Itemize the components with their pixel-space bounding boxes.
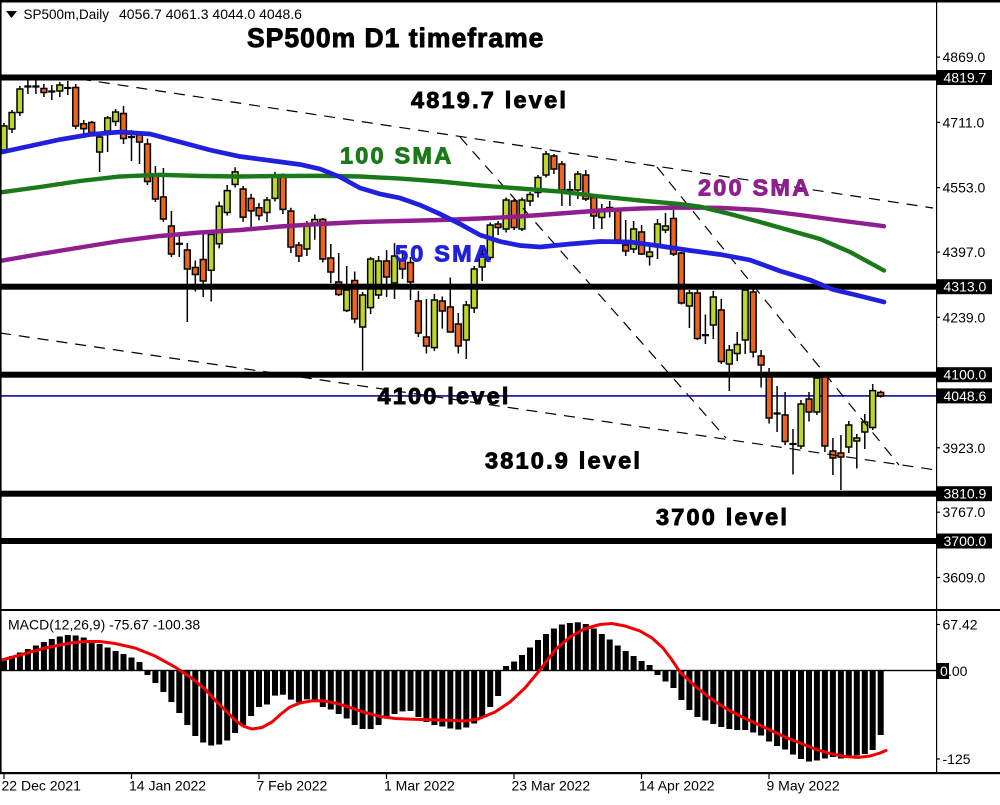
svg-text:22 Dec 2021: 22 Dec 2021 xyxy=(2,778,82,794)
svg-text:4313.0: 4313.0 xyxy=(944,279,987,295)
svg-text:4819.7 level: 4819.7 level xyxy=(411,87,568,113)
svg-text:4553.0: 4553.0 xyxy=(943,180,986,196)
svg-text:-125: -125 xyxy=(943,751,971,767)
svg-text:4869.0: 4869.0 xyxy=(943,49,986,65)
svg-text:4100.0: 4100.0 xyxy=(944,367,987,383)
svg-text:.00: .00 xyxy=(948,663,968,679)
svg-text:4100 level: 4100 level xyxy=(378,383,511,409)
svg-text:14 Apr 2022: 14 Apr 2022 xyxy=(639,778,715,794)
svg-text:0: 0 xyxy=(940,663,948,679)
svg-text:3767.0: 3767.0 xyxy=(943,504,986,520)
svg-text:3923.0: 3923.0 xyxy=(943,440,986,456)
svg-text:4711.0: 4711.0 xyxy=(943,114,985,130)
svg-text:100 SMA: 100 SMA xyxy=(340,143,453,169)
svg-text:7 Feb 2022: 7 Feb 2022 xyxy=(257,778,328,794)
svg-text:9 May 2022: 9 May 2022 xyxy=(767,778,840,794)
svg-text:1 Mar 2022: 1 Mar 2022 xyxy=(384,778,455,794)
svg-text:3700 level: 3700 level xyxy=(656,504,789,530)
svg-text:3810.9 level: 3810.9 level xyxy=(485,448,642,474)
svg-text:23 Mar 2022: 23 Mar 2022 xyxy=(512,778,591,794)
svg-text:SP500m,Daily: SP500m,Daily xyxy=(24,7,110,22)
svg-text:4239.0: 4239.0 xyxy=(943,309,986,325)
svg-text:3810.9: 3810.9 xyxy=(944,486,987,502)
svg-text:MACD(12,26,9) -75.67 -100.38: MACD(12,26,9) -75.67 -100.38 xyxy=(8,617,200,633)
svg-text:3700.0: 3700.0 xyxy=(944,533,987,549)
svg-text:4397.0: 4397.0 xyxy=(943,244,986,260)
svg-text:SP500m D1 timeframe: SP500m D1 timeframe xyxy=(247,23,544,53)
svg-text:67.42: 67.42 xyxy=(943,617,978,633)
svg-text:3609.0: 3609.0 xyxy=(943,570,986,586)
svg-text:200 SMA: 200 SMA xyxy=(698,175,811,201)
svg-text:4048.6: 4048.6 xyxy=(944,388,987,404)
svg-text:4819.7: 4819.7 xyxy=(944,70,987,86)
svg-text:14 Jan 2022: 14 Jan 2022 xyxy=(129,778,206,794)
svg-text:4056.7 4061.3 4044.0 4048.6: 4056.7 4061.3 4044.0 4048.6 xyxy=(119,6,302,22)
svg-text:50 SMA: 50 SMA xyxy=(395,241,493,267)
